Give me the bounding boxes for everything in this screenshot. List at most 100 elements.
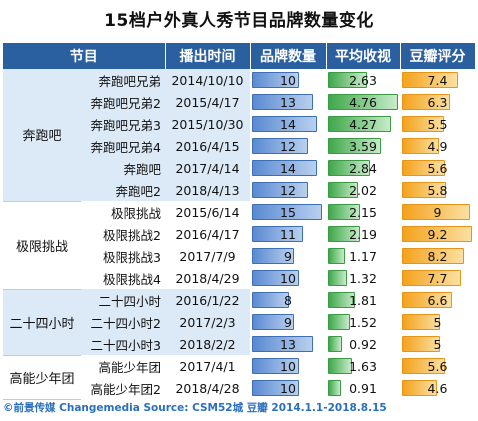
avg-rating-value: 2.02 xyxy=(349,182,377,198)
table-row: 极限挑战3 2017/7/9 9 1.17 8.2 xyxy=(3,245,475,267)
avg-rating-cell: 2.15 xyxy=(326,201,400,223)
brand-count-cell: 11 xyxy=(250,223,326,245)
brand-count-value: 12 xyxy=(280,138,296,154)
douban-score-cell: 5.6 xyxy=(400,355,475,377)
avg-rating-bar xyxy=(328,314,350,330)
brand-count-bar xyxy=(252,94,313,110)
douban-score-cell: 6.6 xyxy=(400,289,475,311)
brand-count-bar xyxy=(252,380,299,396)
douban-score-value: 5 xyxy=(433,336,442,352)
brand-count-value: 10 xyxy=(280,270,296,286)
air-date: 2017/4/1 xyxy=(165,355,250,377)
table-row: 二十四小时3 2018/2/2 13 0.92 5 xyxy=(3,333,475,355)
douban-score-bar xyxy=(402,270,461,286)
brand-count-cell: 8 xyxy=(250,289,326,311)
table-row: 奔跑吧 奔跑吧兄弟 2014/10/10 10 2.63 7.4 xyxy=(3,69,475,202)
table-row: 奔跑吧2 2018/4/13 12 2.02 5.8 xyxy=(3,179,475,201)
brand-count-cell: 14 xyxy=(250,113,326,135)
brand-count-bar xyxy=(252,204,322,220)
show-name: 二十四小时2 xyxy=(81,311,165,333)
header-program: 节目 xyxy=(3,43,166,69)
table-row: 极限挑战 极限挑战 2015/6/14 15 2.15 9 xyxy=(3,201,475,290)
brand-count-bar xyxy=(252,270,299,286)
avg-rating-bar xyxy=(328,116,391,132)
group-label: 二十四小时 xyxy=(3,289,81,356)
avg-rating-value: 0.92 xyxy=(349,336,377,352)
brand-count-cell: 10 xyxy=(250,355,326,377)
avg-rating-value: 4.76 xyxy=(349,94,377,110)
douban-score-value: 4.6 xyxy=(427,380,448,396)
source-footer: ©前景传媒 Changemedia Source: CSM52城 豆瓣 2014… xyxy=(3,402,387,414)
avg-rating-cell: 4.27 xyxy=(326,113,400,135)
air-date: 2016/1/22 xyxy=(165,289,250,311)
show-name: 奔跑吧兄弟2 xyxy=(81,91,165,113)
table-row: 高能少年团2 2018/4/28 10 0.91 4.6 xyxy=(3,377,475,399)
header-douban-score: 豆瓣评分 xyxy=(400,43,476,69)
header-air-time: 播出时间 xyxy=(165,43,251,69)
brand-count-cell: 12 xyxy=(250,135,326,157)
show-name: 极限挑战3 xyxy=(81,245,165,267)
brand-count-value: 11 xyxy=(280,226,296,242)
douban-score-cell: 5 xyxy=(400,333,475,355)
douban-score-bar xyxy=(402,380,437,396)
douban-score-cell: 4.6 xyxy=(400,377,475,399)
table-row: 奔跑吧 2017/4/14 14 2.84 5.6 xyxy=(3,157,475,179)
avg-rating-value: 1.63 xyxy=(349,358,377,374)
douban-score-value: 5.6 xyxy=(427,160,448,176)
avg-rating-bar xyxy=(328,358,352,374)
douban-score-cell: 5 xyxy=(400,311,475,333)
brand-count-value: 15 xyxy=(280,204,296,220)
avg-rating-cell: 4.76 xyxy=(326,91,400,113)
douban-score-cell: 7.7 xyxy=(400,267,475,289)
douban-score-value: 6.6 xyxy=(427,292,448,308)
douban-score-bar xyxy=(402,336,440,352)
air-date: 2016/4/15 xyxy=(165,135,250,157)
brand-count-bar xyxy=(252,72,299,88)
brand-count-bar xyxy=(252,226,303,242)
table-row: 二十四小时2 2017/2/3 9 1.52 5 xyxy=(3,311,475,333)
brand-count-value: 13 xyxy=(280,94,296,110)
avg-rating-value: 3.59 xyxy=(349,138,377,154)
header-brand-count: 品牌数量 xyxy=(250,43,327,69)
douban-score-cell: 6.3 xyxy=(400,91,475,113)
avg-rating-bar xyxy=(328,248,345,264)
avg-rating-cell: 1.63 xyxy=(326,355,400,377)
show-name: 高能少年团 xyxy=(81,355,165,377)
brand-count-value: 13 xyxy=(280,336,296,352)
douban-score-bar xyxy=(402,138,439,154)
avg-rating-value: 1.17 xyxy=(349,248,377,264)
douban-score-bar xyxy=(402,160,445,176)
air-date: 2018/4/28 xyxy=(165,377,250,399)
show-name: 奔跑吧兄弟 xyxy=(81,69,165,91)
douban-score-value: 5.6 xyxy=(427,358,448,374)
douban-score-value: 8.2 xyxy=(427,248,448,264)
douban-score-bar xyxy=(402,182,446,198)
brand-count-bar xyxy=(252,138,308,154)
air-date: 2016/4/17 xyxy=(165,223,250,245)
avg-rating-cell: 0.92 xyxy=(326,333,400,355)
avg-rating-bar xyxy=(328,380,341,396)
brand-count-bar xyxy=(252,182,308,198)
show-name: 二十四小时 xyxy=(81,289,165,311)
brand-count-cell: 10 xyxy=(250,69,326,91)
brand-count-value: 10 xyxy=(280,380,296,396)
avg-rating-value: 1.52 xyxy=(349,314,377,330)
air-date: 2015/10/30 xyxy=(165,113,250,135)
avg-rating-value: 1.32 xyxy=(349,270,377,286)
douban-score-value: 7.7 xyxy=(427,270,448,286)
avg-rating-bar xyxy=(328,226,360,242)
show-name: 奔跑吧2 xyxy=(81,179,165,201)
douban-score-cell: 9.2 xyxy=(400,223,475,245)
air-date: 2018/4/13 xyxy=(165,179,250,201)
avg-rating-value: 1.81 xyxy=(349,292,377,308)
brand-count-bar xyxy=(252,116,317,132)
avg-rating-bar xyxy=(328,138,381,154)
show-name: 奔跑吧 xyxy=(81,157,165,179)
brand-count-cell: 12 xyxy=(250,179,326,201)
douban-score-value: 5.5 xyxy=(427,116,448,132)
avg-rating-bar xyxy=(328,204,360,220)
douban-score-value: 9 xyxy=(433,204,442,220)
air-date: 2014/10/10 xyxy=(165,69,250,91)
brand-count-value: 8 xyxy=(284,292,292,308)
air-date: 2017/2/3 xyxy=(165,311,250,333)
